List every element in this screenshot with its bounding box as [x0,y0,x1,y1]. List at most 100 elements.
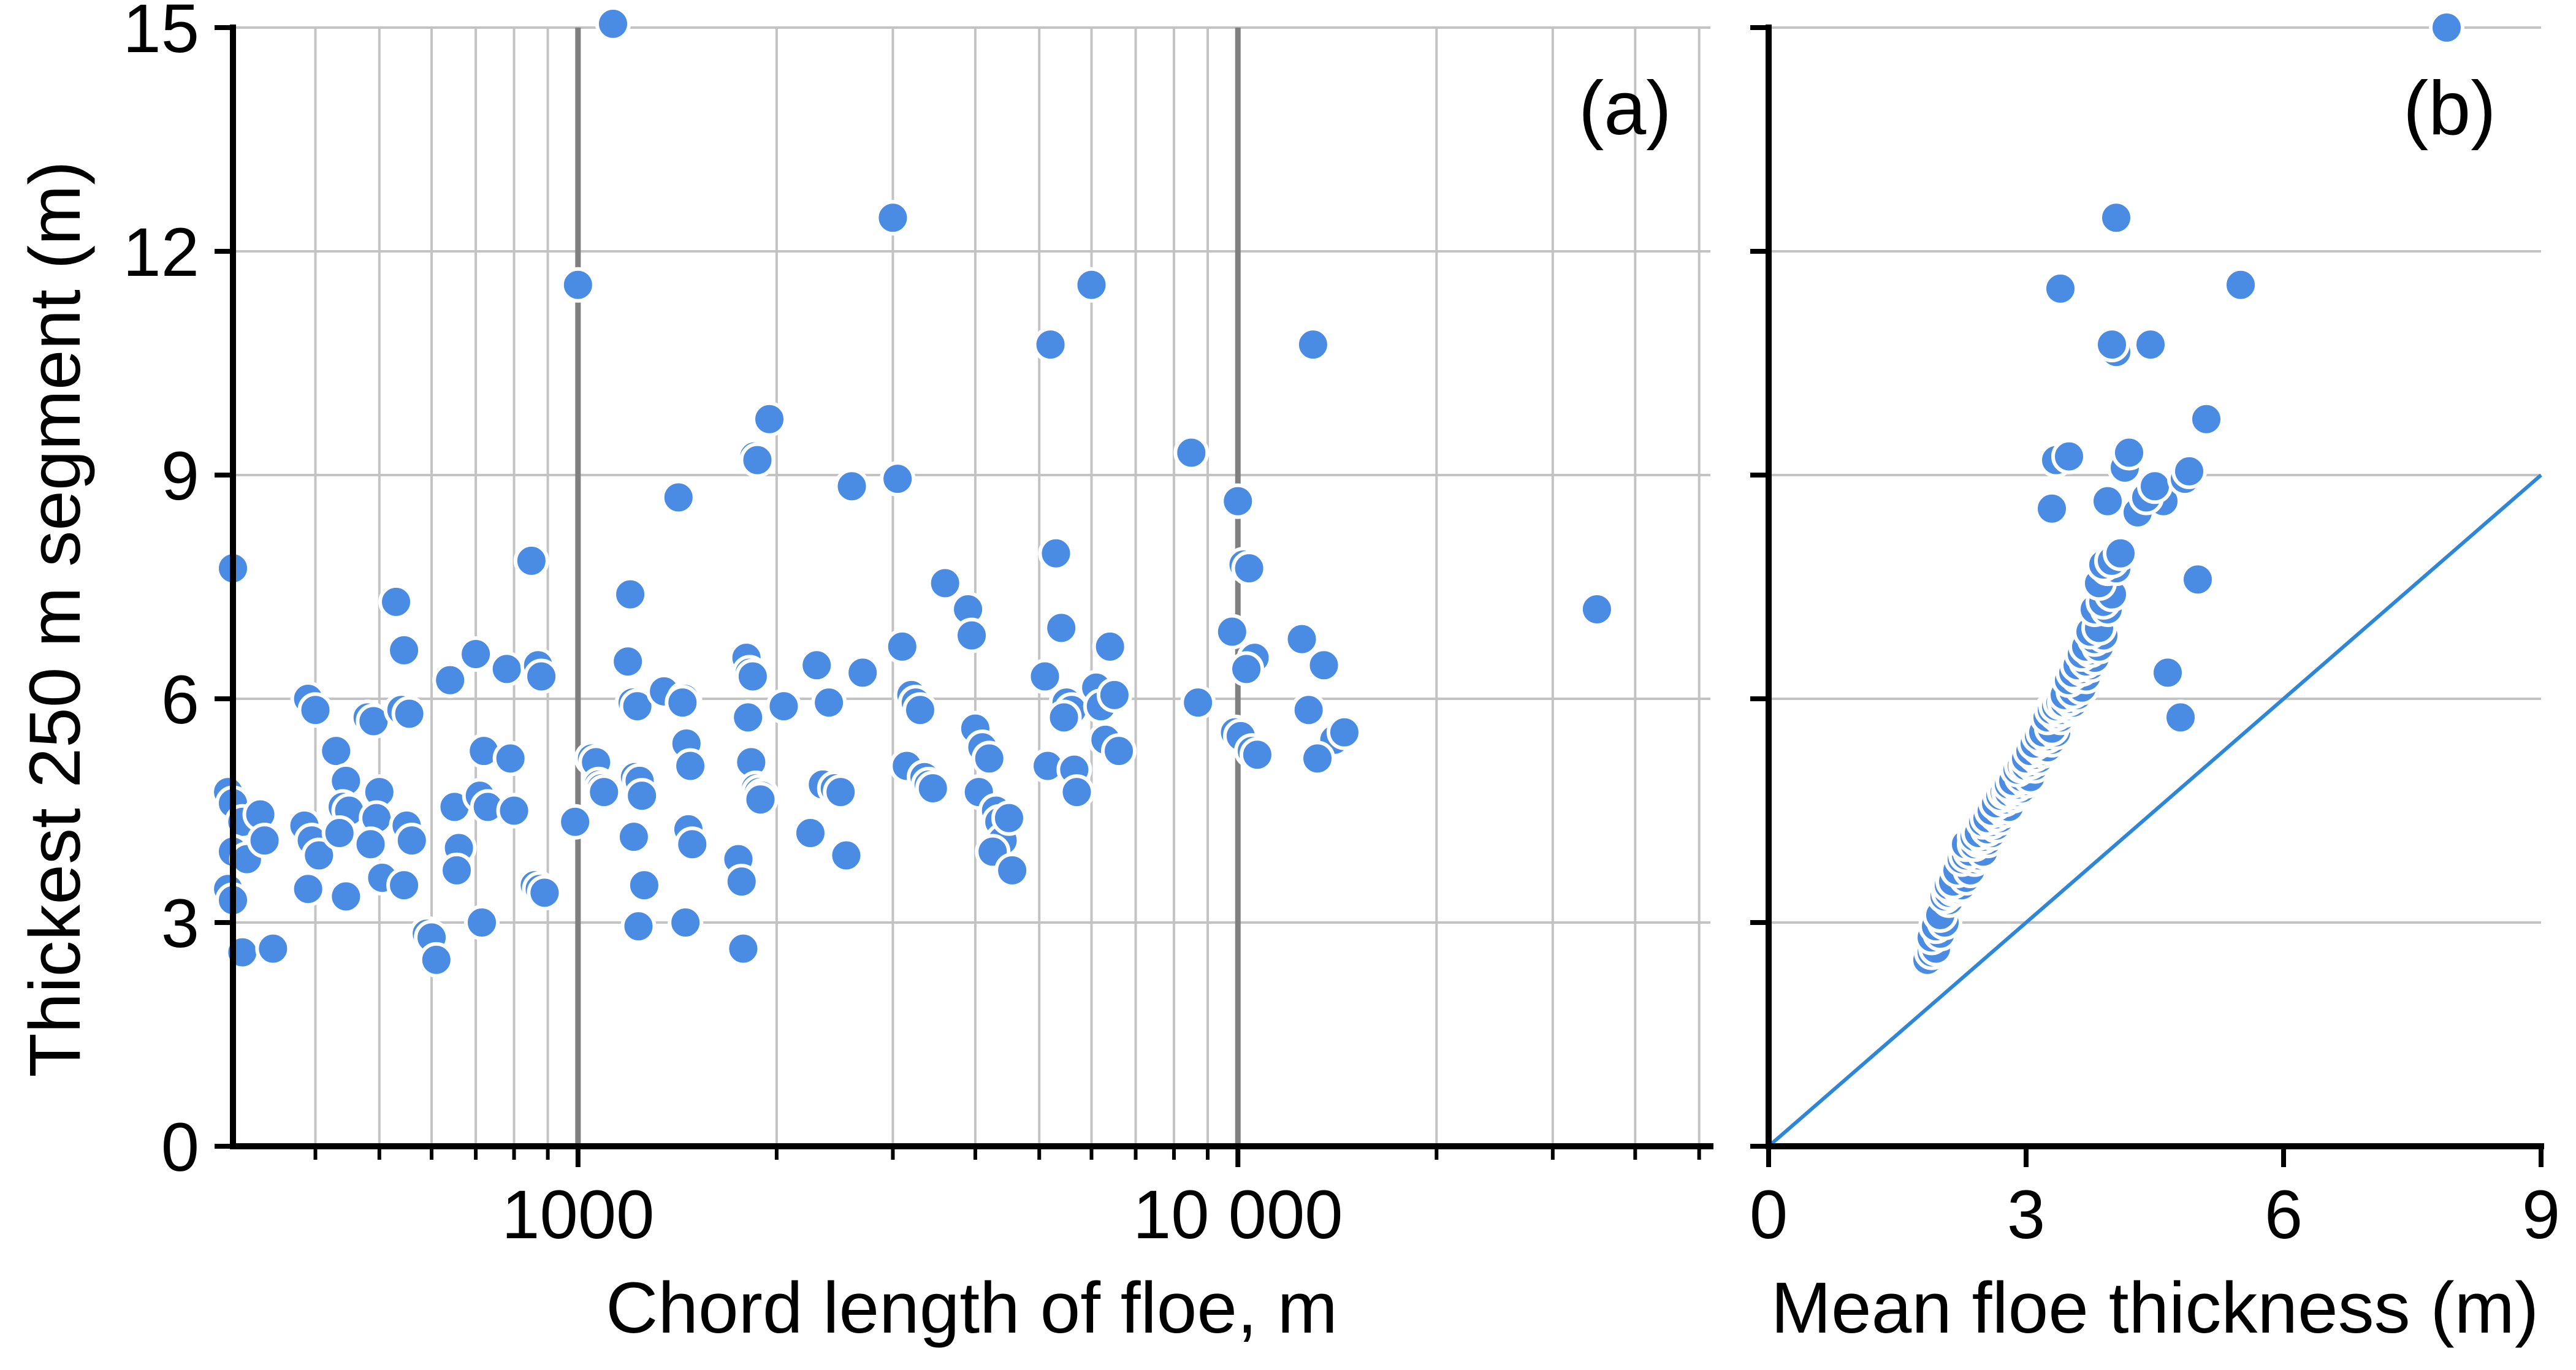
data-point [1239,737,1275,773]
data-point [915,771,951,806]
data-point [828,837,864,873]
data-point [880,461,916,497]
data-point [2051,438,2087,474]
y-tick-label: 12 [123,214,199,291]
data-point [902,692,938,728]
data-point [321,815,357,851]
data-point [386,867,422,904]
data-point [2043,270,2078,306]
data-point [1229,651,1265,687]
data-point [619,688,655,725]
gridlines [233,26,1710,1146]
data-point [1579,592,1615,627]
data-point [624,778,660,814]
data-point [2189,401,2224,437]
data-point [875,200,911,236]
data-point [1032,327,1069,363]
data-point [378,584,414,620]
data-point [1220,483,1256,519]
y-tick-label: 15 [123,0,199,67]
data-point [1073,267,1110,303]
data-point [386,632,422,668]
data-point [1214,614,1250,650]
axes: 1000 10 000 0 3 6 9 12 15 [123,0,1713,1253]
x-tick-label: 3 [2007,1176,2045,1253]
data-point [799,647,835,683]
data-point [1306,647,1342,683]
data-point [612,576,649,612]
data-point [823,774,859,810]
data-point [2094,327,2130,363]
data-point [834,468,870,504]
data-point [665,685,701,721]
data-point [927,565,963,601]
data-point [496,793,532,829]
data-point [994,852,1031,888]
data-point [2180,561,2216,598]
data-point [391,696,427,732]
axes: 0 3 6 9 [1750,25,2560,1253]
data-point [557,804,593,840]
data-point [2150,655,2185,691]
data-point [246,823,283,859]
data-point [1180,685,1216,721]
data-point [2090,483,2125,519]
data-point [489,651,525,687]
data-point [811,685,847,721]
data-point [1284,621,1320,657]
data-point [560,267,596,303]
data-point [723,864,760,900]
data-point [2163,699,2198,736]
data-point [734,658,771,695]
data-point [1290,692,1327,728]
data-point [1173,435,1210,471]
x-tick-label: 10 000 [1133,1176,1343,1253]
data-point [328,878,364,915]
data-point [432,662,468,698]
data-point [884,628,920,664]
data-point [586,774,622,810]
scatter-points [1910,10,2464,978]
data-point [730,699,766,736]
data-point [742,782,779,818]
data-point [255,930,291,967]
data-point [1046,699,1082,736]
data-point [674,826,711,862]
data-point [739,442,775,478]
panel-b: 0 3 6 9 [1750,10,2560,1253]
x-tick-label: 0 [1750,1176,1788,1253]
data-point [513,542,549,579]
x-tick-label: 1000 [501,1176,654,1253]
data-point [2111,435,2147,471]
data-point [2133,327,2168,363]
data-point [318,733,354,769]
data-point [725,930,761,967]
one-to-one-line [1767,473,2542,1148]
x-tick-label: 6 [2265,1176,2303,1253]
data-point [394,823,430,859]
y-tick-label: 9 [161,438,199,514]
data-point [2171,453,2207,489]
data-point [290,871,326,907]
data-point [991,800,1027,836]
y-tick-label: 3 [161,885,199,962]
panel-a-label: (a) [1579,66,1672,151]
data-point [2098,200,2134,236]
data-point [954,617,990,653]
data-point [752,401,788,437]
data-point [660,479,696,516]
x-axis-title-panel-a: Chord length of floe, m [606,1268,1338,1349]
data-point [439,852,475,888]
data-point [2223,267,2258,303]
data-point [492,740,528,777]
data-point [845,655,881,691]
data-point [673,748,709,784]
data-point [668,905,704,940]
scatter-points [210,6,1615,978]
data-point [458,636,494,672]
x-axis-title-panel-b: Mean floe thickness (m) [1770,1268,2539,1349]
data-point [1038,535,1074,571]
data-point [615,819,652,855]
